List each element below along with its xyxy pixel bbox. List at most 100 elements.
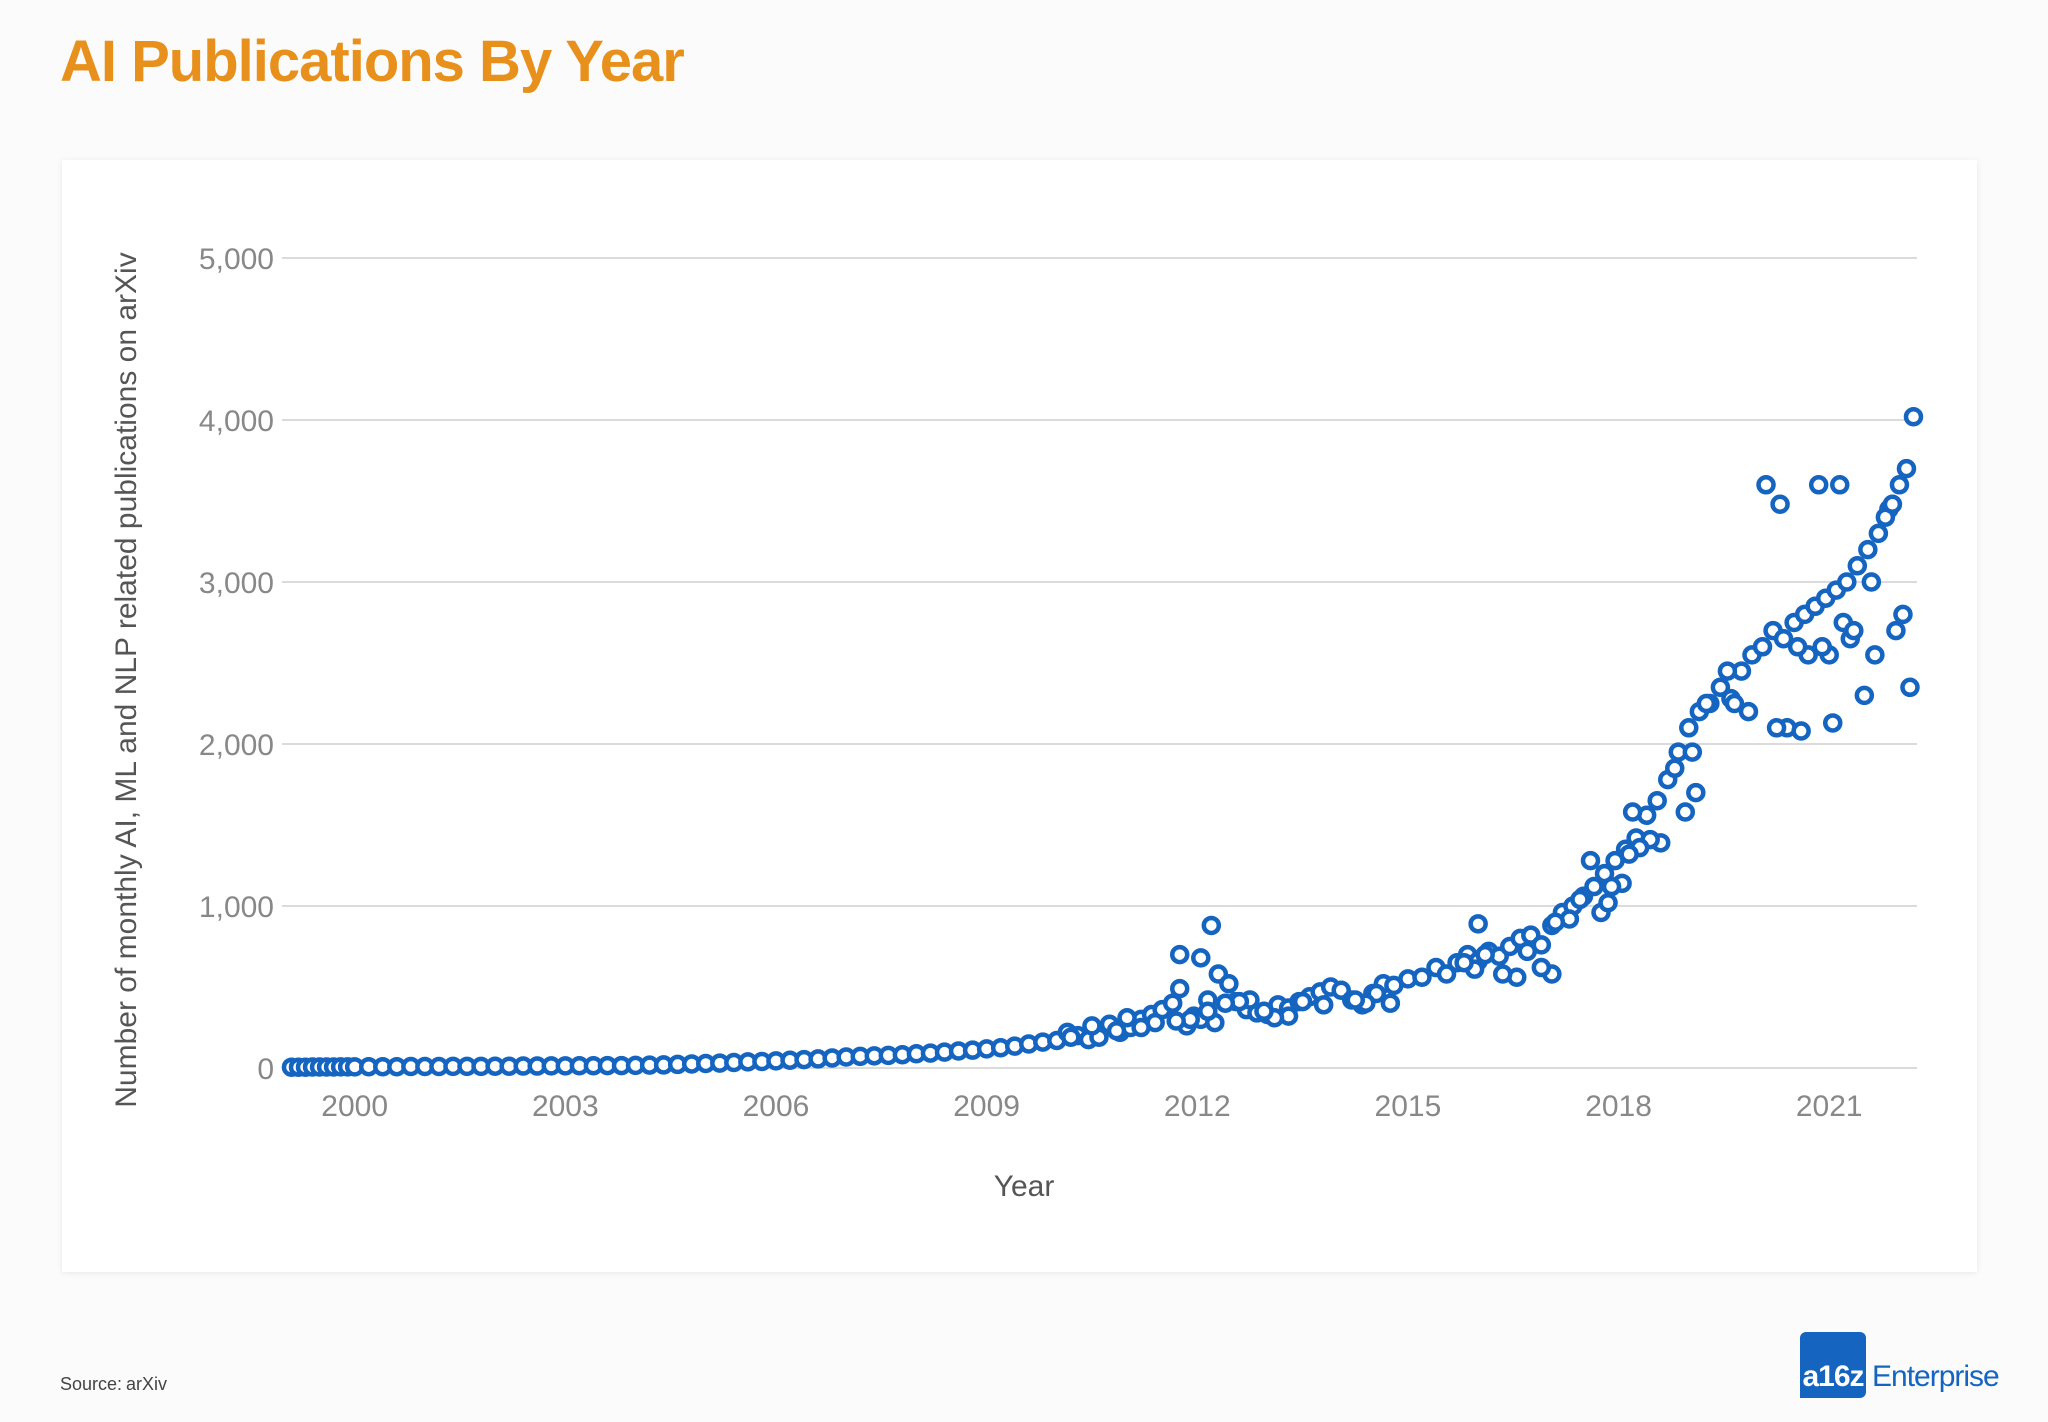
data-point [1903,407,1924,427]
data-point [1166,1011,1186,1031]
y-tick-label: 0 [257,1053,274,1086]
y-tick-label: 5,000 [199,243,274,276]
data-point [1696,693,1717,714]
data-point [1313,995,1334,1015]
data-point [1808,475,1829,495]
data-point [1858,539,1878,560]
data-point [1679,718,1699,738]
data-point [1082,1016,1102,1036]
data-point [1717,661,1738,681]
data-point [1412,967,1432,988]
data-point [1117,1008,1137,1028]
data-point [1454,952,1474,973]
data-point [1893,604,1913,625]
data-point [1766,718,1787,738]
x-tick-label: 2009 [953,1090,1020,1123]
data-point [1738,701,1759,722]
data-point [1896,458,1917,479]
data-point [1787,637,1808,657]
data-point [1219,974,1239,994]
x-tick-label: 2000 [321,1090,388,1123]
brand-wordmark: Enterprise [1872,1360,2000,1393]
chart-card: 0 1,000 2,000 3,000 4,000 5,000 2000 2003 2006 2… [62,160,1977,1272]
data-point [1868,523,1889,544]
data-point [1345,990,1366,1010]
data-point [1861,572,1882,592]
data-point [1468,914,1488,934]
data-point [1756,475,1776,495]
source-value: arXiv [126,1374,168,1394]
data-point [1601,876,1622,897]
page-title: AI Publications By Year [60,29,685,94]
data-point [1830,475,1850,495]
data-point [1475,944,1495,965]
data-point [1517,941,1538,962]
data-point [1773,628,1794,649]
data-point [1162,993,1183,1013]
gridlines [282,257,1917,1069]
data-point [1131,1017,1151,1038]
data-point [1710,677,1731,698]
data-point [1201,915,1222,936]
data-point [1215,993,1236,1013]
y-tick-label: 1,000 [199,891,274,924]
data-point [1647,790,1667,811]
source-note: Source: arXiv [60,1374,167,1395]
data-point [1822,713,1843,733]
source-label: Source: [60,1374,123,1394]
x-tick-label: 2018 [1585,1090,1652,1123]
data-point [1837,572,1857,592]
data-point [1106,1020,1127,1041]
data-point [1812,637,1832,657]
x-tick-label: 2006 [743,1090,810,1123]
x-tick-label: 2015 [1375,1090,1442,1123]
data-point [1531,957,1552,978]
data-point [1847,556,1868,576]
data-point [1900,677,1920,698]
x-axis-ticks: 2000 2003 2006 2009 2012 2015 2018 2021 [321,1090,1862,1123]
data-point [1886,620,1906,641]
data-point [1675,802,1696,822]
data-point [1665,758,1685,779]
data-point [1570,889,1590,910]
data-point [1169,944,1190,965]
a16z-badge: a16z [1800,1332,1866,1398]
data-point [1686,782,1706,803]
data-point [1865,645,1885,665]
x-tick-label: 2012 [1164,1090,1231,1123]
data-point [1752,637,1773,657]
y-tick-label: 3,000 [199,567,274,600]
data-points [281,407,1924,1077]
y-tick-label: 2,000 [199,729,274,762]
data-point [1724,693,1745,714]
data-point [1580,850,1601,871]
data-point [1191,948,1211,968]
x-tick-label: 2021 [1796,1090,1863,1123]
data-point [1292,991,1313,1012]
data-point [1380,993,1401,1013]
data-point [1254,1001,1274,1022]
data-point [1492,964,1513,984]
data-point [1844,620,1864,641]
data-point [1436,964,1457,984]
data-point [1198,1001,1218,1022]
data-point [1882,494,1903,514]
data-point [1889,475,1910,495]
y-axis-ticks: 0 1,000 2,000 3,000 4,000 5,000 [199,243,274,1086]
x-axis-label: Year [994,1170,1055,1203]
y-axis-label: Number of monthly AI, ML and NLP related… [110,252,143,1107]
data-point [1598,893,1618,913]
data-point [1061,1027,1081,1047]
data-point [1622,802,1643,822]
y-tick-label: 4,000 [199,405,274,438]
data-point [1169,978,1190,999]
data-point [1619,844,1639,864]
data-point [1791,721,1811,741]
x-tick-label: 2003 [532,1090,599,1123]
data-point [1545,912,1566,932]
data-point [1770,494,1790,514]
data-point [1854,685,1875,706]
data-point [1584,876,1604,897]
data-point [1682,742,1703,762]
